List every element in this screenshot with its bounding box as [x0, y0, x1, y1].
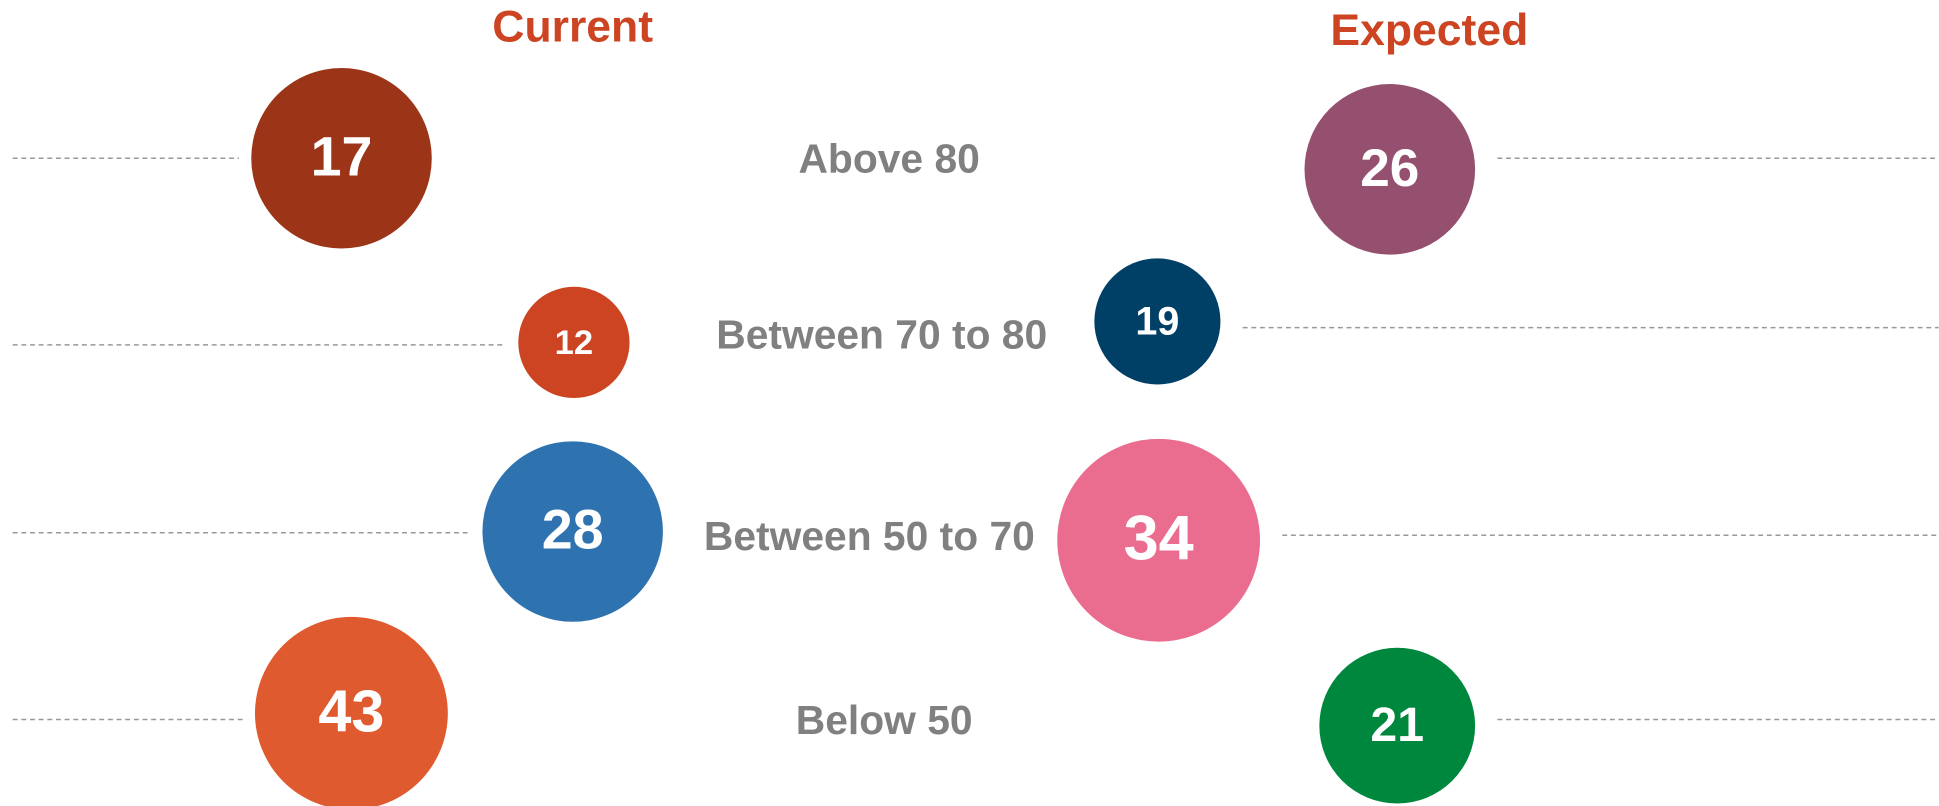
value-label: 34 [1124, 503, 1194, 573]
row-label: Above 80 [798, 136, 979, 182]
value-circle [1304, 84, 1476, 255]
column-title: Current [492, 2, 653, 51]
value-circle [518, 286, 630, 399]
value-circle [1057, 438, 1261, 642]
value-label: 43 [318, 677, 384, 744]
value-label: 17 [311, 125, 373, 187]
value-circle [1094, 258, 1221, 385]
value-label: 19 [1135, 299, 1179, 343]
value-circle [255, 616, 448, 806]
column-title: Expected [1330, 6, 1528, 55]
row-label: Below 50 [796, 697, 973, 743]
value-circle [251, 67, 432, 249]
value-label: 21 [1370, 698, 1424, 752]
value-label: 28 [542, 499, 604, 561]
row-label: Between 70 to 80 [716, 311, 1047, 357]
value-circle [1319, 647, 1476, 804]
value-label: 12 [555, 324, 594, 362]
row-label: Between 50 to 70 [704, 513, 1035, 559]
value-label: 26 [1360, 139, 1419, 198]
value-circle [482, 441, 663, 622]
